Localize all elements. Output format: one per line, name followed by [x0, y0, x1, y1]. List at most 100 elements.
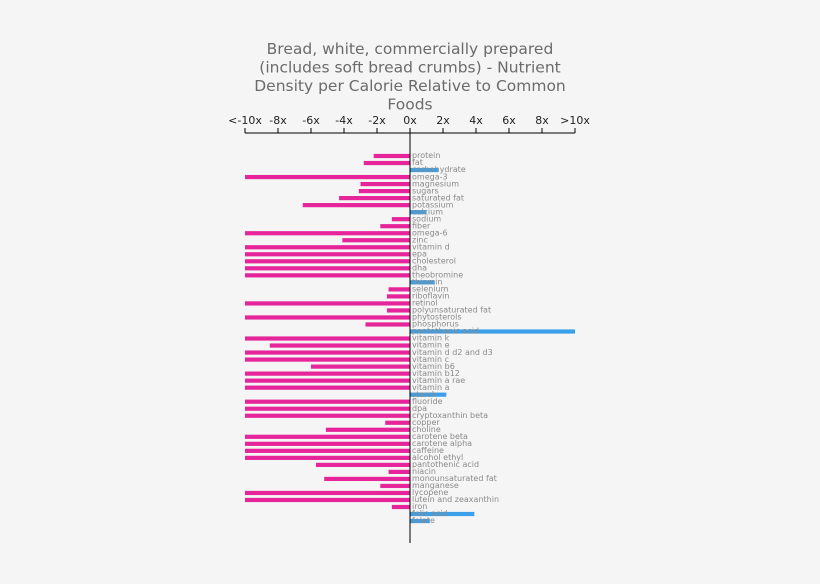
bar-carbohydrate	[410, 167, 439, 173]
bar-vitamin-a	[245, 385, 410, 390]
x-tick-label: >10x	[560, 114, 590, 127]
nutrient-label: pantothenic acid	[412, 327, 479, 336]
chart-title-line: Density per Calorie Relative to Common	[254, 77, 566, 95]
nutrient-label: protein	[412, 151, 440, 160]
nutrient-label: retinol	[412, 299, 438, 308]
bar-monounsaturated-fat	[324, 476, 410, 482]
bar-polyunsaturated-fat	[386, 308, 410, 313]
nutrient-label: alcohol ethyl	[412, 453, 463, 462]
bar-sugars	[358, 189, 410, 194]
nutrient-label: carbohydrate	[412, 165, 466, 174]
bar-selenium	[388, 287, 410, 292]
bar-vitamin-d	[245, 245, 410, 250]
nutrient-label: vitamin c	[412, 355, 449, 364]
x-tick-label: -8x	[269, 114, 287, 127]
nutrient-label: calcium	[412, 207, 443, 216]
bar-alcohol-ethyl	[245, 455, 410, 460]
nutrient-label: magnesium	[412, 179, 459, 188]
nutrient-label: omega-3	[412, 172, 448, 181]
bar-vitamin-e	[269, 343, 410, 348]
bar-lutein-and-zeaxanthin	[245, 497, 410, 503]
nutrient-label: vitamin e	[412, 341, 450, 350]
nutrient-label: riboflavin	[412, 292, 449, 301]
nutrient-label: niacin	[412, 467, 436, 476]
x-tick-label: -4x	[335, 114, 353, 127]
bar-saturated-fat	[339, 196, 410, 201]
bar-phytosterols	[245, 315, 410, 320]
nutrient-label: phosphorus	[412, 320, 459, 329]
bar-omega-3	[245, 174, 410, 180]
nutrient-label: choline	[412, 425, 441, 434]
nutrient-label: caffeine	[412, 446, 444, 455]
bar-pantothenic-acid	[410, 329, 575, 334]
bar-caffeine	[245, 448, 410, 453]
nutrient-label: vitamin d	[412, 242, 450, 251]
bar-fluoride	[245, 399, 410, 404]
nutrient-label: sodium	[412, 214, 441, 223]
x-tick-label: 6x	[502, 114, 516, 127]
nutrient-label: zinc	[412, 235, 428, 244]
bar-fiber	[380, 224, 410, 229]
bar-dpa	[245, 406, 410, 411]
nutrient-label: folate	[412, 516, 435, 525]
nutrient-label: copper	[412, 418, 440, 427]
nutrient-label: iron	[412, 502, 427, 511]
bar-omega-6	[245, 231, 410, 236]
nutrient-label: carotene alpha	[412, 439, 472, 448]
nutrient-label: vitamin b12	[412, 369, 460, 378]
bar-manganese	[380, 483, 410, 489]
bar-vitamin-k	[245, 336, 410, 341]
bar-potassium	[302, 203, 410, 208]
x-axis: <-10x -8x -6x -4x -2x 0x 2x 4x 6x 8x >10x	[228, 114, 590, 134]
nutrient-label: vitamin d d2 and d3	[412, 348, 493, 357]
bar-phosphorus	[365, 322, 410, 327]
bar-copper	[385, 420, 410, 425]
bar-choline	[325, 427, 410, 432]
chart-title-line: Bread, white, commercially prepared	[267, 40, 554, 58]
bar-cholesterol	[245, 259, 410, 264]
nutrient-label: vitamin a	[412, 383, 450, 392]
bar-vitamin-a-rae	[245, 378, 410, 383]
chart-title-line: (includes soft bread crumbs) - Nutrient	[259, 59, 560, 77]
bar-theobromine	[245, 273, 410, 278]
nutrient-label: manganese	[412, 481, 459, 490]
bar-pantothenic-acid	[315, 462, 410, 467]
nutrient-label: cryptoxanthin beta	[412, 411, 488, 420]
nutrient-label: vitamin b6	[412, 362, 455, 371]
x-tick-label: 0x	[403, 114, 417, 127]
nutrient-label: dha	[412, 264, 427, 273]
bar-lycopene	[245, 490, 410, 496]
nutrient-label: fat	[412, 158, 423, 167]
nutrient-label: lycopene	[412, 488, 448, 497]
nutrient-label: thiamin	[412, 278, 442, 287]
bar-magnesium	[360, 181, 410, 187]
x-tick-label: <-10x	[228, 114, 262, 127]
nutrient-label: folic acid	[412, 509, 448, 518]
chart-title: Bread, white, commercially prepared(incl…	[254, 40, 566, 114]
bar-protein	[373, 153, 410, 159]
nutrient-label: fiber	[412, 221, 431, 230]
nutrient-label: sugars	[412, 186, 439, 195]
bar-zinc	[342, 238, 410, 243]
nutrient-label: pantothenic acid	[412, 460, 479, 469]
bar-dha	[245, 266, 410, 271]
bar-folate	[410, 518, 430, 524]
bar-fat	[363, 160, 410, 166]
x-tick-label: -6x	[302, 114, 320, 127]
bar-epa	[245, 252, 410, 257]
x-tick-label: 4x	[469, 114, 483, 127]
bar-sodium	[391, 217, 410, 222]
bar-vitamin-b12	[245, 371, 410, 376]
nutrient-label: saturated fat	[412, 193, 464, 202]
bar-carotene-alpha	[245, 441, 410, 446]
nutrient-labels: proteinfatcarbohydrateomega-3magnesiumsu…	[412, 151, 499, 525]
nutrient-label: omega-6	[412, 228, 448, 237]
bar-thiamin	[410, 280, 435, 285]
nutrient-label: dpa	[412, 404, 427, 413]
nutrient-label: polyunsaturated fat	[412, 306, 491, 315]
x-tick-label: 2x	[436, 114, 450, 127]
nutrient-label: cholesterol	[412, 257, 456, 266]
bar-vitamin-d-d2-and-d3	[245, 350, 410, 355]
x-tick-label: 8x	[535, 114, 549, 127]
